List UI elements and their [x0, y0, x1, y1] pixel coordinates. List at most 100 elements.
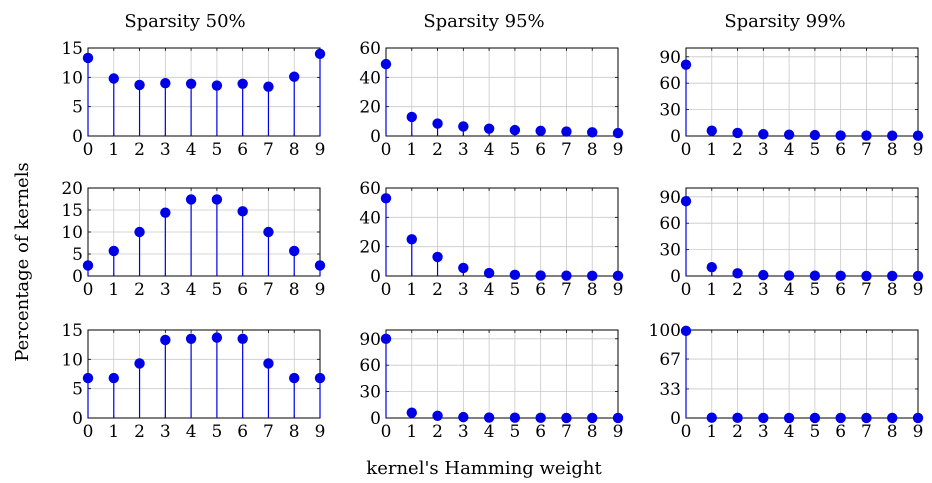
y-tick-label: 20: [61, 179, 83, 199]
y-tick-label: 30: [659, 241, 681, 261]
y-tick-label: 0: [72, 267, 83, 287]
data-point: [809, 129, 821, 141]
data-point: [185, 78, 197, 89]
data-point: [732, 127, 743, 139]
data-point: [458, 411, 469, 423]
data-point: [211, 80, 223, 91]
data-point: [406, 407, 417, 418]
data-point: [706, 412, 717, 423]
x-tick-label: 9: [315, 280, 326, 300]
data-point: [680, 196, 692, 207]
plot-frame: [385, 329, 619, 419]
x-tick-label: 0: [83, 280, 94, 300]
data-point: [535, 270, 546, 281]
data-point: [483, 123, 495, 134]
x-tick-label: 6: [535, 422, 546, 442]
x-tick-label: 0: [83, 140, 94, 160]
x-tick-label: 7: [861, 280, 872, 300]
x-tick-label: 6: [535, 280, 546, 300]
x-tick-label: 6: [237, 140, 248, 160]
y-tick-label: 90: [359, 330, 381, 350]
y-tick-label: 0: [370, 127, 381, 147]
y-tick-label: 67: [659, 350, 681, 370]
x-tick-label: 4: [784, 140, 795, 160]
data-point: [758, 269, 769, 281]
data-point: [263, 226, 274, 238]
x-tick-label: 5: [809, 422, 820, 442]
x-tick-label: 3: [160, 422, 171, 442]
x-tick-label: 2: [732, 280, 743, 300]
data-point: [406, 234, 417, 245]
x-tick-label: 2: [432, 280, 443, 300]
x-tick-label: 6: [535, 140, 546, 160]
x-tick-label: 4: [186, 140, 197, 160]
y-tick-label: 100: [649, 321, 681, 341]
x-tick-label: 4: [484, 280, 495, 300]
y-tick-label: 0: [670, 127, 681, 147]
column-title-3: Sparsity 99%: [724, 11, 845, 32]
data-point: [706, 125, 717, 136]
x-tick-label: 7: [263, 422, 274, 442]
x-tick-label: 6: [835, 280, 846, 300]
data-point: [535, 412, 546, 424]
x-tick-label: 9: [613, 140, 624, 160]
data-point: [612, 127, 624, 139]
x-tick-label: 1: [108, 280, 119, 300]
data-point: [535, 125, 546, 137]
data-point: [587, 127, 598, 138]
data-point: [432, 118, 443, 129]
x-tick-label: 4: [186, 422, 197, 442]
x-tick-label: 2: [432, 140, 443, 160]
x-tick-label: 2: [732, 140, 743, 160]
data-point: [732, 268, 743, 279]
x-tick-label: 9: [613, 280, 624, 300]
x-tick-label: 3: [458, 280, 469, 300]
data-point: [314, 48, 326, 60]
x-tick-label: 5: [509, 280, 520, 300]
data-point: [835, 130, 846, 141]
x-tick-label: 0: [681, 422, 692, 442]
data-point: [406, 111, 417, 123]
plot-frame: [87, 47, 321, 137]
data-point: [680, 325, 692, 337]
data-point: [509, 124, 521, 136]
data-point: [783, 412, 795, 424]
y-tick-label: 90: [659, 48, 681, 68]
data-point: [509, 412, 521, 423]
data-point: [134, 79, 145, 91]
data-point: [861, 130, 872, 141]
y-tick-label: 10: [61, 350, 83, 370]
y-tick-label: 60: [359, 39, 381, 59]
data-point: [458, 262, 469, 274]
x-tick-label: 1: [108, 422, 119, 442]
plot-frame: [685, 47, 919, 137]
data-point: [680, 59, 692, 70]
x-tick-label: 8: [587, 422, 598, 442]
y-tick-label: 40: [359, 68, 381, 88]
x-tick-label: 7: [861, 422, 872, 442]
data-point: [380, 333, 392, 344]
y-tick-label: 10: [61, 68, 83, 88]
data-point: [561, 270, 572, 281]
y-tick-label: 0: [72, 127, 83, 147]
y-tick-label: 20: [359, 98, 381, 118]
x-tick-label: 8: [887, 422, 898, 442]
x-tick-label: 6: [237, 280, 248, 300]
data-point: [108, 245, 119, 257]
x-axis-label: kernel's Hamming weight: [366, 458, 602, 479]
x-tick-label: 4: [784, 422, 795, 442]
data-point: [887, 412, 898, 424]
data-point: [160, 207, 171, 218]
x-tick-label: 7: [561, 280, 572, 300]
data-point: [912, 270, 924, 282]
data-point: [289, 372, 300, 384]
